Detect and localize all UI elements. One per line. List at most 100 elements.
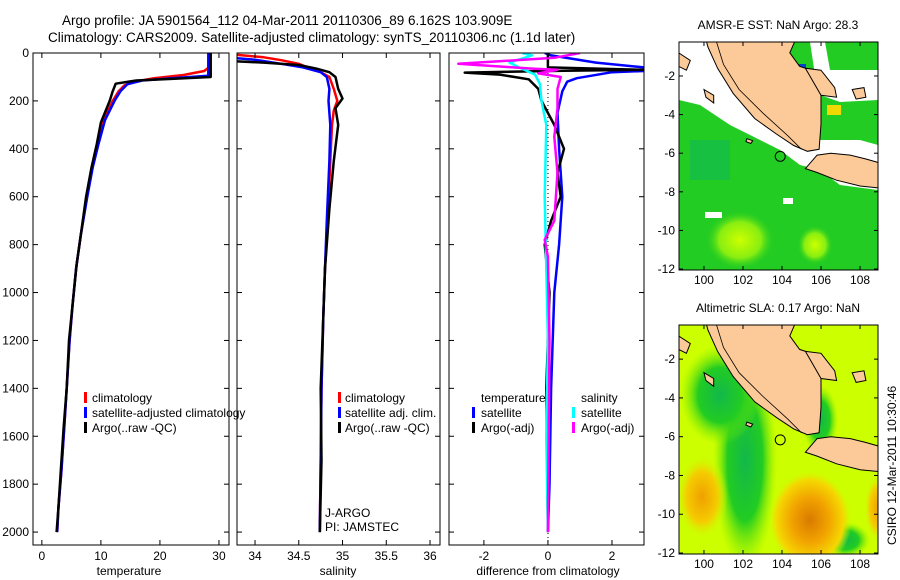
land-pagai	[703, 88, 715, 104]
temperature-legend: climatology satellite-adjusted climatolo…	[84, 391, 245, 435]
temperature-frame	[32, 52, 230, 546]
legend-swatch-satellite	[84, 407, 87, 418]
difference-series	[457, 53, 644, 533]
lat-tick-label: -2	[664, 69, 675, 83]
difference-panel: -2 0 2	[448, 52, 645, 563]
x-tick-label: 36	[423, 549, 437, 563]
x-tick-label: 2	[609, 549, 616, 563]
figure-title-line1: Argo profile: JA 5901564_112 04-Mar-2011…	[62, 13, 512, 28]
temperature-series	[55, 53, 212, 533]
legend-swatch-sal-satellite	[572, 407, 575, 418]
x-tick-label: 34	[248, 549, 262, 563]
land-siberut	[679, 335, 691, 354]
sst-map-frame	[678, 41, 879, 271]
land-belitung	[851, 370, 867, 383]
difference-legend: temperature satellite Argo(-adj) salinit…	[472, 391, 634, 435]
sla-high-anomaly	[864, 474, 878, 542]
legend-swatch-argo	[84, 422, 87, 433]
series-line-argo	[237, 60, 344, 533]
land-enggano	[745, 138, 754, 145]
legend-swatch-sal-argo	[572, 422, 575, 433]
land-sumatra	[706, 42, 822, 152]
y-tick-label: 200	[9, 94, 29, 108]
salinity-legend: climatology satellite adj. clim. Argo(..…	[338, 391, 436, 435]
salinity-frame	[236, 52, 441, 546]
argo-float-marker	[774, 150, 786, 162]
lat-tick-label: -4	[664, 391, 675, 405]
argo-float-marker	[774, 434, 786, 446]
lon-tick-label: 100	[694, 557, 714, 571]
y-tick-label: 1000	[2, 286, 29, 300]
sst-map-title: AMSR-E SST: NaN Argo: 28.3	[698, 18, 859, 32]
sst-map-axes: 100 102 104 106 108 -2 -4 -6 -8 -10 -12	[658, 42, 878, 287]
profile-panels: 0 10 20 30020040060080010001200140016001800…	[2, 46, 645, 563]
x-tick-label: 35.5	[375, 549, 399, 563]
legend-header-temperature: temperature	[481, 391, 546, 405]
sst-missing-cell	[783, 198, 793, 204]
series-line-satellite	[237, 57, 332, 533]
lon-tick-label: 106	[811, 557, 831, 571]
lat-tick-label: -8	[664, 468, 675, 482]
land-bangka	[804, 67, 838, 98]
sst-land	[679, 42, 878, 189]
lat-tick-label: -6	[664, 430, 675, 444]
legend-label: satellite adj. clim.	[345, 406, 436, 420]
legend-swatch-satellite	[338, 407, 341, 418]
pi-annotation-program: J-ARGO	[325, 506, 370, 520]
x-tick-label: 10	[94, 549, 108, 563]
lon-tick-label: 108	[850, 557, 870, 571]
bathymetry-contour	[716, 42, 802, 150]
y-tick-label: 1600	[2, 429, 29, 443]
x-tick-label: 20	[153, 549, 167, 563]
legend-swatch-argo	[338, 422, 341, 433]
sla-high-anomaly	[768, 470, 852, 554]
lon-tick-label: 102	[733, 273, 753, 287]
y-tick-label: 1400	[2, 381, 29, 395]
lon-tick-label: 102	[733, 557, 753, 571]
land-bangka	[804, 350, 838, 382]
y-tick-label: 800	[9, 238, 29, 252]
sst-warm-patch	[797, 225, 833, 265]
lon-tick-label: 104	[772, 273, 792, 287]
x-tick-label: 34.5	[287, 549, 311, 563]
x-axis-label-temperature: temperature	[97, 564, 162, 578]
lat-tick-label: -12	[658, 262, 676, 276]
sst-warm-patch	[705, 210, 775, 270]
land-enggano	[745, 421, 754, 428]
x-tick-label: -2	[479, 549, 490, 563]
legend-label: climatology	[345, 391, 405, 405]
sla-map-frame	[678, 324, 879, 555]
lat-tick-label: -2	[664, 352, 675, 366]
temperature-panel: 0 10 20 30 0 200 400 600 800 1000 1200 1400 1600 1800…	[2, 46, 230, 563]
sla-high-anomaly	[679, 455, 728, 539]
land-sumatra	[706, 325, 822, 436]
land-java	[804, 152, 878, 189]
lon-tick-label: 108	[850, 273, 870, 287]
sst-map	[679, 42, 878, 270]
salinity-series	[237, 53, 344, 533]
lat-tick-label: -4	[664, 108, 675, 122]
series-line-argo	[55, 53, 212, 533]
legend-label: satellite-adjusted climatology	[92, 406, 245, 420]
footer-stamp: CSIRO 12-Mar-2011 10:30:46	[885, 385, 899, 545]
series-line-temp-satellite	[544, 53, 644, 533]
difference-frame	[448, 52, 645, 546]
pi-annotation-name: PI: JAMSTEC	[325, 520, 399, 534]
legend-header-salinity: salinity	[581, 391, 618, 405]
x-axis-label-difference: difference from climatology	[476, 564, 619, 578]
lon-tick-label: 106	[811, 273, 831, 287]
legend-swatch-temp-satellite	[472, 407, 475, 418]
y-tick-label: 600	[9, 190, 29, 204]
lat-tick-label: -6	[664, 146, 675, 160]
x-tick-label: 0	[39, 549, 46, 563]
y-tick-label: 0	[22, 46, 29, 60]
series-line-sal-argo	[457, 53, 581, 533]
sla-map-title: Altimetric SLA: 0.17 Argo: NaN	[696, 301, 860, 315]
sst-cool-patch	[690, 140, 730, 180]
salinity-panel: 34 34.5 35 35.5 36	[236, 52, 441, 563]
lat-tick-label: -8	[664, 185, 675, 199]
figure-title-line2: Climatology: CARS2009. Satellite-adjuste…	[48, 30, 575, 45]
lat-tick-label: -10	[658, 223, 676, 237]
y-tick-label: 400	[9, 142, 29, 156]
